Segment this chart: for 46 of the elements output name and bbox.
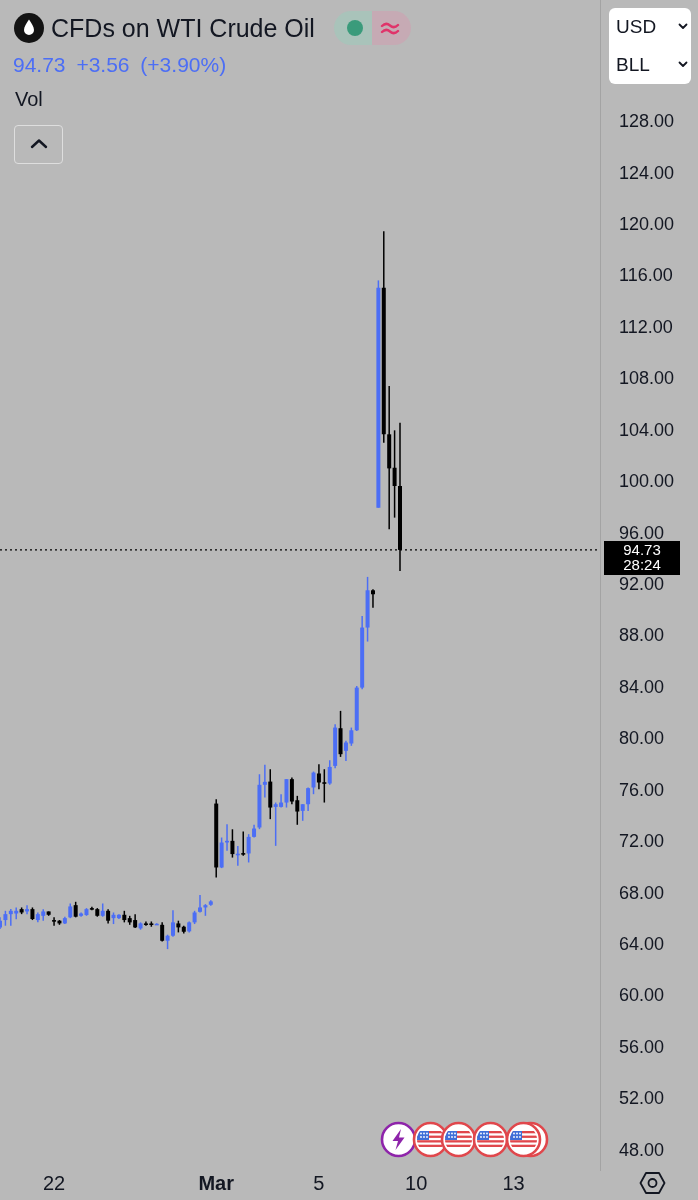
y-tick-label: 124.00 xyxy=(619,162,675,183)
y-tick-label: 80.00 xyxy=(619,728,665,749)
y-tick-label: 52.00 xyxy=(619,1088,665,1109)
candlestick xyxy=(246,833,251,864)
y-tick-label: 64.00 xyxy=(619,933,665,954)
y-tick-label: 92.00 xyxy=(619,573,665,594)
ref-line-label: 94.73 xyxy=(623,540,661,558)
annotation: Vol xyxy=(15,88,43,110)
candlestick xyxy=(392,429,397,519)
dropdown-panel: USD BLL xyxy=(609,8,691,84)
candlestick xyxy=(322,768,327,804)
y-tick-label: 116.00 xyxy=(619,265,673,286)
candlestick xyxy=(316,763,321,790)
y-tick-label: 120.00 xyxy=(619,213,675,234)
x-tick-label: 5 xyxy=(313,1171,325,1194)
candlestick xyxy=(262,764,267,799)
x-tick-label: 22 xyxy=(42,1171,66,1194)
y-tick-label: 48.00 xyxy=(619,1139,665,1160)
y-tick-label: 68.00 xyxy=(619,882,665,903)
candlestick xyxy=(241,830,246,857)
candlestick xyxy=(230,828,235,859)
y-tick-label: 108.00 xyxy=(619,368,675,389)
x-tick-label: 10 xyxy=(405,1171,428,1194)
x-tick-label: 13 xyxy=(502,1171,525,1194)
y-tick-label: 72.00 xyxy=(619,831,665,852)
y-tick-label: 100.00 xyxy=(619,471,675,492)
text: 94.73 +3.56 (+3.90%) xyxy=(13,53,227,76)
y-tick-label: 76.00 xyxy=(619,779,665,800)
y-tick-label: 104.00 xyxy=(619,419,675,440)
candlestick xyxy=(327,759,332,786)
y-tick-label: 84.00 xyxy=(619,676,665,697)
candlestick xyxy=(311,770,316,795)
y-tick-label: 112.00 xyxy=(619,316,673,337)
candlestick xyxy=(170,909,175,938)
y-tick-label: 88.00 xyxy=(619,625,665,646)
text: 28:24 xyxy=(623,556,661,574)
x-tick-label: Mar xyxy=(198,1171,235,1194)
text: CFDs on WTI Crude Oil xyxy=(51,13,315,42)
y-tick-label: 96.00 xyxy=(619,522,665,543)
candlestick xyxy=(198,894,202,914)
candlestick xyxy=(370,588,375,609)
y-tick-label: 56.00 xyxy=(619,1036,665,1057)
y-tick-label: 128.00 xyxy=(619,111,675,132)
y-tick-label: 60.00 xyxy=(619,985,665,1006)
candlestick xyxy=(52,916,57,927)
candlestick xyxy=(284,778,289,809)
